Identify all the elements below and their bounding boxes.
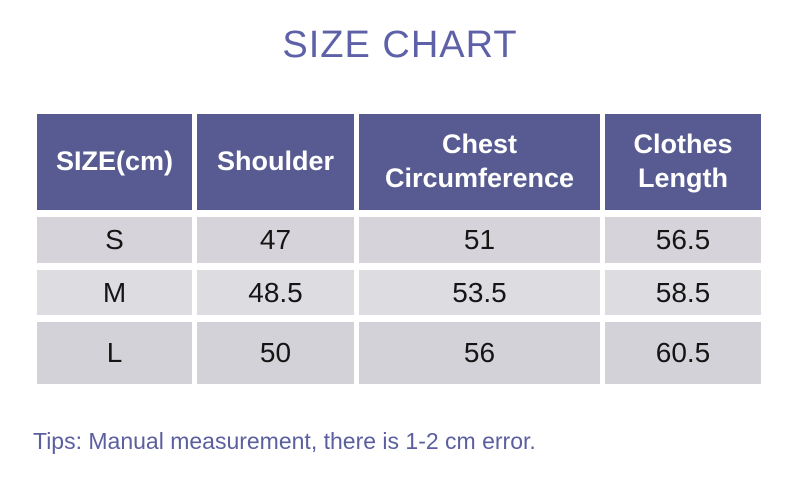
row-s-size-cell: S [37,217,192,263]
row-m-size-cell: M [37,270,192,315]
row-l-size-cell: L [37,322,192,384]
row-l-length-cell: 60.5 [605,322,761,384]
row-s-chest-cell: 51 [359,217,600,263]
header-cell-chest-circumference: Chest Circumference [359,114,600,210]
row-m-shoulder-cell: 48.5 [197,270,354,315]
row-s-shoulder-cell: 47 [197,217,354,263]
row-l-chest-cell: 56 [359,322,600,384]
header-cell-shoulder: Shoulder [197,114,354,210]
header-cell-size: SIZE(cm) [37,114,192,210]
tips-footnote: Tips: Manual measurement, there is 1-2 c… [33,428,536,454]
header-cell-clothes-length: Clothes Length [605,114,761,210]
size-table: SIZE(cm) Shoulder Chest Circumference Cl… [37,114,761,384]
row-m-length-cell: 58.5 [605,270,761,315]
row-s-length-cell: 56.5 [605,217,761,263]
row-l-shoulder-cell: 50 [197,322,354,384]
row-m-chest-cell: 53.5 [359,270,600,315]
page-title: SIZE CHART [282,24,518,66]
